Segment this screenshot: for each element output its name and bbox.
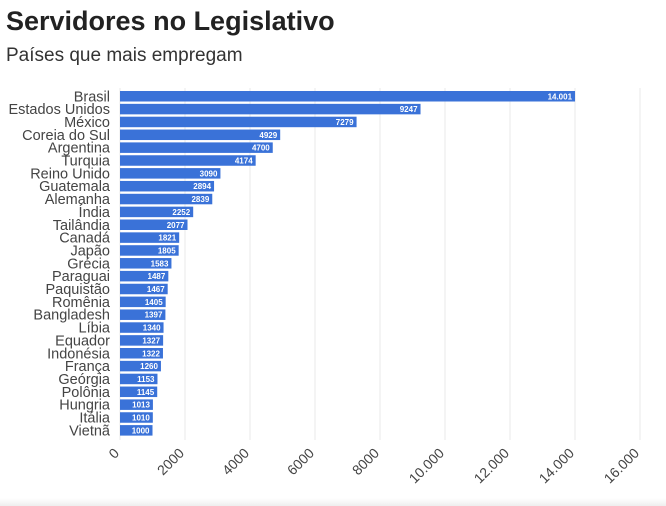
value-label: 1405 [145, 298, 163, 307]
category-label: Alemanha [45, 192, 111, 208]
x-tick-label: 12.000 [471, 445, 513, 487]
value-label: 1805 [158, 246, 176, 255]
bar [120, 386, 158, 398]
bar [120, 296, 166, 308]
value-label: 1487 [148, 272, 166, 281]
bar [120, 206, 194, 218]
category-label: México [64, 115, 110, 131]
category-label: Argentina [48, 141, 111, 157]
bar [120, 155, 256, 166]
category-label: Itália [79, 411, 111, 427]
bar [120, 412, 153, 423]
bar [120, 116, 357, 128]
value-label: 1583 [151, 259, 169, 268]
category-label: Paquistão [46, 282, 111, 298]
category-label: Guatemala [39, 179, 111, 195]
category-label: Indonésia [47, 346, 111, 362]
bar [120, 373, 158, 385]
bar [120, 258, 172, 269]
value-label: 1000 [132, 426, 150, 435]
category-label: Estados Unidos [8, 102, 110, 118]
value-label: 2894 [193, 182, 211, 191]
footer-strip [0, 498, 666, 506]
value-label: 1145 [137, 388, 155, 397]
bar [120, 142, 273, 153]
x-tick-label: 0 [105, 445, 122, 462]
category-label: Índia [79, 204, 111, 221]
value-label: 1397 [145, 311, 163, 320]
chart-subtitle: Países que mais empregam [6, 45, 243, 66]
category-label: Geórgia [58, 372, 111, 388]
value-label: 14.001 [548, 92, 573, 101]
category-label: Grécia [67, 256, 111, 272]
category-label: França [65, 359, 111, 375]
bar [120, 180, 215, 192]
x-tick-label: 10.000 [406, 445, 448, 487]
category-label: Brasil [74, 89, 110, 105]
value-label: 1821 [158, 234, 176, 243]
bar [120, 399, 153, 410]
category-label: Polônia [62, 385, 111, 401]
value-label: 9247 [400, 105, 418, 114]
bar [120, 168, 221, 179]
bar [120, 270, 169, 282]
category-label: Canadá [59, 231, 111, 247]
x-tick-label: 2000 [154, 445, 187, 478]
value-label: 1327 [142, 336, 160, 345]
category-label: Turquia [61, 154, 111, 170]
value-label: 3090 [200, 169, 218, 178]
bar [120, 348, 163, 359]
value-label: 1322 [142, 349, 160, 358]
value-label: 2252 [172, 208, 190, 217]
category-label: Reino Unido [30, 166, 110, 182]
chart-title: Servidores no Legislativo [6, 6, 335, 36]
category-label: Tailândia [53, 218, 111, 234]
category-label: Vietnã [69, 423, 111, 439]
value-label: 4174 [235, 157, 253, 166]
category-label: Coreia do Sul [22, 128, 110, 144]
bar [120, 232, 180, 243]
value-label: 1153 [137, 375, 155, 384]
bar [120, 335, 164, 346]
value-label: 1010 [132, 414, 150, 423]
value-label: 2077 [167, 221, 185, 230]
bar [120, 103, 421, 115]
value-label: 1260 [140, 362, 158, 371]
bar [120, 360, 161, 372]
x-tick-label: 14.000 [536, 445, 578, 487]
value-label: 2839 [191, 195, 209, 204]
x-tick-label: 16.000 [601, 445, 643, 487]
x-tick-label: 4000 [219, 445, 252, 478]
bar [120, 91, 576, 102]
x-tick-label: 8000 [349, 445, 382, 478]
x-tick-label: 6000 [284, 445, 317, 478]
bar [120, 283, 168, 295]
bar [120, 219, 188, 230]
value-label: 7279 [336, 118, 354, 127]
category-label: Japão [70, 243, 110, 259]
bar [120, 245, 179, 256]
value-label: 4700 [252, 144, 270, 153]
bar [120, 322, 164, 333]
category-label: Equador [55, 333, 110, 349]
value-label: 1467 [147, 285, 165, 294]
category-label: Romênia [52, 295, 111, 311]
bar [120, 193, 213, 205]
value-label: 4929 [259, 131, 277, 140]
category-label: Paraguai [52, 269, 110, 285]
bar [120, 425, 153, 436]
bar [120, 129, 281, 141]
value-label: 1340 [143, 324, 161, 333]
bar [120, 309, 166, 320]
category-label: Bangladesh [33, 308, 110, 324]
category-label: Hungria [59, 398, 111, 414]
value-label: 1013 [132, 401, 150, 410]
category-label: Líbia [79, 321, 111, 337]
